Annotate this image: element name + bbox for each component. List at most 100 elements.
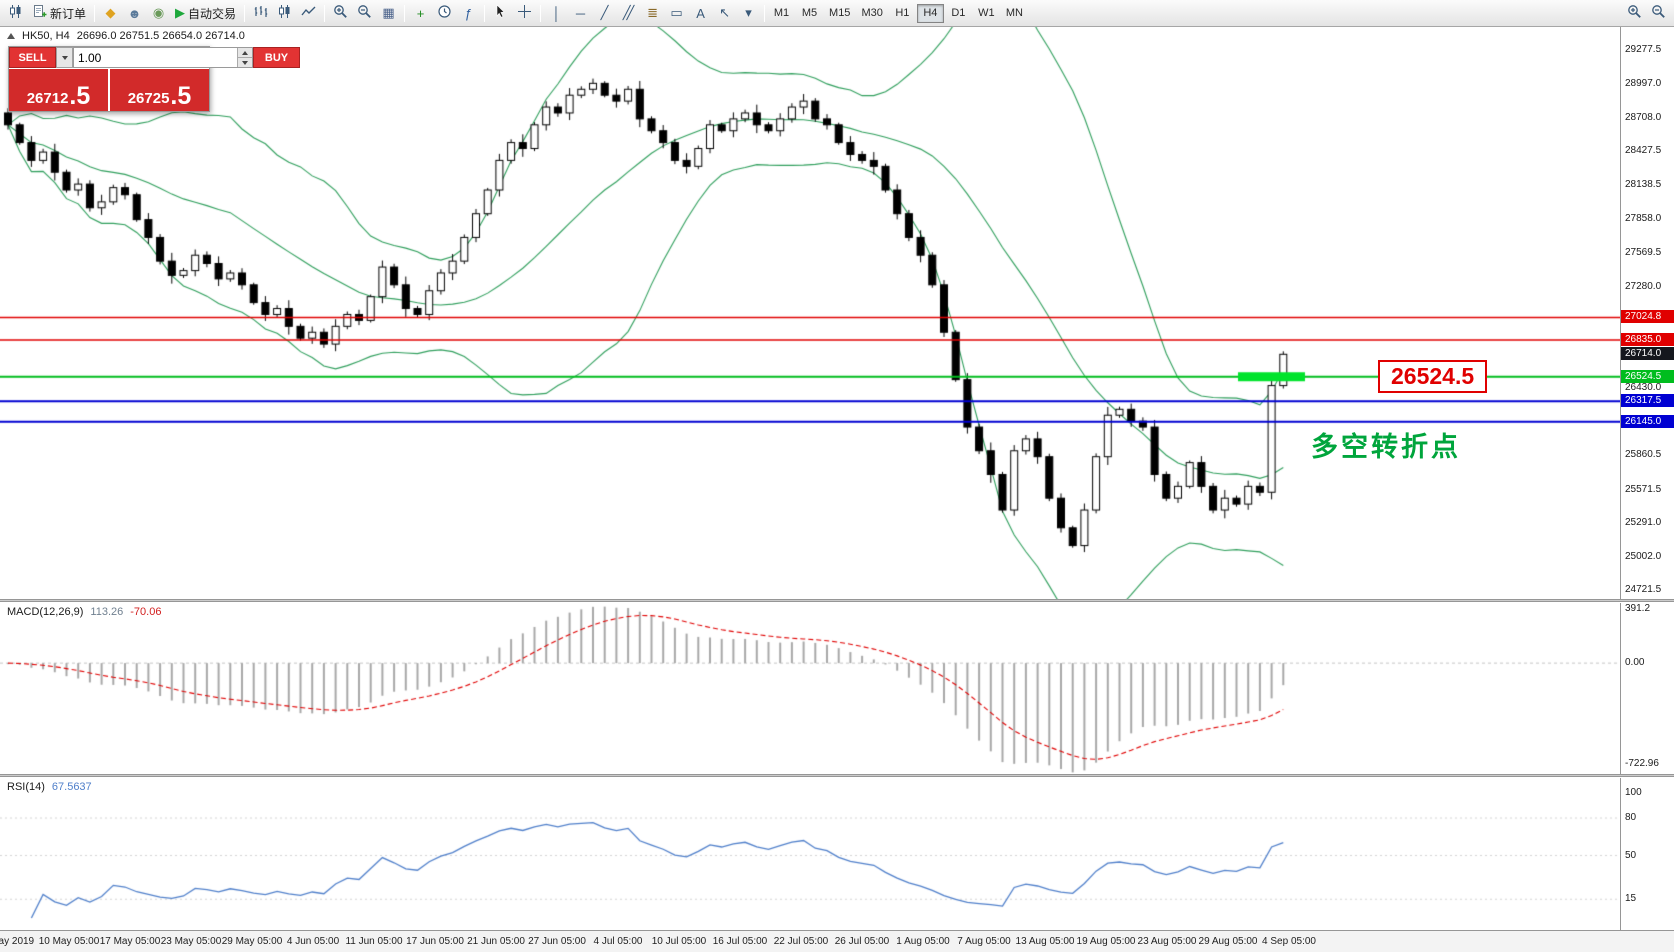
trendline-tool-button[interactable]: ╱ xyxy=(593,2,616,24)
zoom-out-icon xyxy=(357,4,372,22)
new-order-button-label: 新订单 xyxy=(50,6,87,21)
price-chart-canvas[interactable] xyxy=(0,27,1620,600)
shapes-tool-button[interactable]: ▭ xyxy=(665,2,688,24)
macd-pane: MACD(12,26,9) 113.26 -70.06 391.2 0.00 -72… xyxy=(0,603,1674,775)
bar-chart-type-button[interactable] xyxy=(249,2,272,24)
volume-down-button[interactable] xyxy=(238,57,252,67)
data-window-button[interactable]: ◉ xyxy=(147,2,170,24)
objects-list-button[interactable]: ▾ xyxy=(737,2,760,24)
toolbar-separator xyxy=(540,4,542,22)
timeframe-button-h4[interactable]: H4 xyxy=(916,3,944,23)
sell-price-display[interactable]: 26712 .5 xyxy=(9,69,108,111)
timeframe-button-m1[interactable]: M1 xyxy=(773,7,790,19)
timeframe-button-mn[interactable]: MN xyxy=(1005,7,1023,19)
buy-button[interactable]: BUY xyxy=(253,47,300,68)
rsi-tick-label: 50 xyxy=(1625,849,1637,861)
price-tick-label: 27569.5 xyxy=(1625,246,1662,258)
time-axis-label: 10 May 05:00 xyxy=(38,936,100,947)
timeframe-button-m5[interactable]: M5 xyxy=(801,7,818,19)
price-level-label: 26835.0 xyxy=(1621,332,1674,346)
vertical-line-tool-icon: │ xyxy=(552,5,561,21)
timeframe-button-d1[interactable]: D1 xyxy=(951,7,966,19)
toolbar-separator xyxy=(244,4,246,22)
time-axis-label: 5 May 2019 xyxy=(0,936,35,947)
line-chart-type-button[interactable] xyxy=(297,2,320,24)
chevron-down-icon xyxy=(61,55,68,60)
new-chart-button[interactable]: + xyxy=(409,2,432,24)
zoom-window-button[interactable] xyxy=(1623,2,1646,24)
horizontal-line-tool-icon: ─ xyxy=(575,5,586,21)
indicators-button[interactable]: ƒ xyxy=(457,2,480,24)
macd-signal-value: -70.06 xyxy=(130,606,162,618)
market-watch-button[interactable]: ☻ xyxy=(123,2,146,24)
candle-chart-type-icon xyxy=(277,4,292,22)
turning-point-label[interactable]: 多空转折点 xyxy=(1311,432,1461,462)
price-tick-label: 25571.5 xyxy=(1625,483,1662,495)
zoom-out-button[interactable] xyxy=(353,2,376,24)
trendline-tool-icon: ╱ xyxy=(600,5,609,20)
chart-window-button[interactable] xyxy=(4,2,27,24)
price-level-label: 26524.5 xyxy=(1621,369,1674,383)
new-order-button[interactable]: 新订单 xyxy=(28,2,90,24)
price-axis[interactable]: 29277.5 28997.0 28708.0 28427.5 28138.5 27858… xyxy=(1620,27,1674,600)
arrows-tool-button[interactable]: ↖ xyxy=(713,2,736,24)
horizontal-line-tool-button[interactable]: ─ xyxy=(569,2,592,24)
fibonacci-tool-button[interactable]: ≣ xyxy=(641,2,664,24)
objects-list-icon: ▾ xyxy=(745,5,752,20)
timeframe-button-w1[interactable]: W1 xyxy=(978,7,995,19)
timeframe-button-h1[interactable]: H1 xyxy=(895,7,910,19)
channel-tool-icon: ╱╱ xyxy=(622,5,634,20)
chevron-up-icon xyxy=(242,50,248,55)
favorites-button[interactable]: ◆ xyxy=(99,2,122,24)
timeframe-button-m30[interactable]: M30 xyxy=(861,7,883,19)
chart-collapse-icon[interactable] xyxy=(7,33,15,39)
pane-splitter-rsi[interactable] xyxy=(0,774,1674,777)
price-tick-label: 28997.0 xyxy=(1625,77,1662,89)
buy-price-fraction: .5 xyxy=(170,81,192,110)
volume-up-button[interactable] xyxy=(238,48,252,57)
macd-name: MACD(12,26,9) xyxy=(7,606,84,618)
volume-input[interactable] xyxy=(74,48,237,67)
time-axis-label: 27 Jun 05:00 xyxy=(528,936,586,947)
vertical-line-tool-button[interactable]: │ xyxy=(545,2,568,24)
pane-splitter-macd[interactable] xyxy=(0,599,1674,602)
level-callout-box[interactable]: 26524.5 xyxy=(1378,360,1488,393)
buy-price-display[interactable]: 26725 .5 xyxy=(110,69,209,111)
rsi-tick-label: 100 xyxy=(1625,787,1642,798)
time-axis-label: 10 Jul 05:00 xyxy=(651,936,707,947)
zoom-in-button[interactable] xyxy=(329,2,352,24)
candle-chart-type-button[interactable] xyxy=(273,2,296,24)
sell-button[interactable]: SELL xyxy=(9,47,56,68)
fibonacci-tool-icon: ≣ xyxy=(647,5,658,20)
channel-tool-button[interactable]: ╱╱ xyxy=(617,2,640,24)
text-tool-button[interactable]: A xyxy=(689,2,712,24)
time-axis-label: 26 Jul 05:00 xyxy=(834,936,890,947)
time-axis-label: 4 Jul 05:00 xyxy=(593,936,643,947)
time-axis-label: 13 Aug 05:00 xyxy=(1015,936,1075,947)
rsi-tick-label: 80 xyxy=(1625,812,1637,823)
price-tick-label: 28138.5 xyxy=(1625,179,1662,191)
profiles-button[interactable] xyxy=(433,2,456,24)
toolbar-separator xyxy=(764,4,766,22)
autotrade-button[interactable]: ▶ 自动交易 xyxy=(171,2,240,24)
tile-windows-button[interactable]: ▦ xyxy=(377,2,400,24)
toolbar-right-buttons xyxy=(1623,0,1670,26)
volume-dropdown-button[interactable] xyxy=(56,47,73,68)
rsi-canvas[interactable] xyxy=(0,778,1620,930)
price-tick-label: 25291.0 xyxy=(1625,516,1662,528)
macd-canvas[interactable] xyxy=(0,603,1620,775)
time-axis-label: 4 Sep 05:00 xyxy=(1262,936,1316,947)
toolbar-buttons: 新订单 ◆ ☻ ◉ ▶ 自动交易 ▦ + ƒ │ ─ ╱ ╱╱ ≣ ▭ A ↖ ▾ xyxy=(4,0,768,26)
line-chart-type-icon xyxy=(301,4,316,22)
toolbar-separator xyxy=(324,4,326,22)
rsi-axis[interactable]: 100 80 50 15 xyxy=(1620,778,1674,930)
timeframe-button-m15[interactable]: M15 xyxy=(829,7,851,19)
rsi-header: RSI(14) 67.5637 xyxy=(7,781,92,793)
crosshair-tool-button[interactable] xyxy=(513,2,536,24)
chart-shift-button[interactable] xyxy=(1647,2,1670,24)
chart-symbol-header: HK50, H4 26696.0 26751.5 26654.0 26714.0 xyxy=(7,30,245,42)
cursor-tool-button[interactable] xyxy=(489,2,512,24)
toolbar-separator xyxy=(484,4,486,22)
macd-axis[interactable]: 391.2 0.00 -722.96 xyxy=(1620,603,1674,775)
